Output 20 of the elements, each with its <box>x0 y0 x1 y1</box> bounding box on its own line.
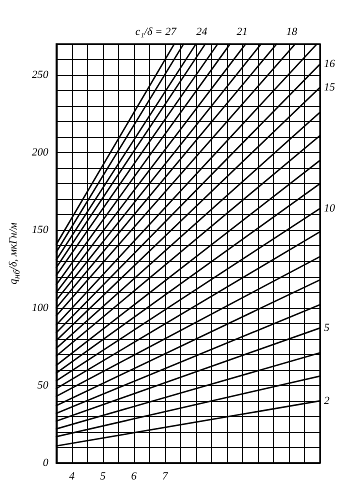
y-axis-title: qнб/δ, мкГн/м <box>8 222 22 284</box>
series-label: 10 <box>324 202 336 214</box>
series-label: 24 <box>196 26 208 38</box>
series-label: 18 <box>286 26 298 38</box>
y-tick-label: 100 <box>32 302 49 314</box>
series-label: 15 <box>324 81 336 94</box>
x-tick-label: 6 <box>131 470 138 482</box>
x-tick-label: 5 <box>100 470 106 482</box>
series-label: 21 <box>236 26 248 38</box>
series-label: c₁/δ = 27 <box>135 26 177 38</box>
series-label: 16 <box>324 58 336 70</box>
y-tick-label: 0 <box>42 457 49 469</box>
y-tick-label: 50 <box>37 379 49 392</box>
x-tick-label: 7 <box>162 470 168 482</box>
y-tick-label: 200 <box>32 146 49 159</box>
y-tick-label: 150 <box>32 224 49 236</box>
y-tick-label: 250 <box>32 69 49 82</box>
x-tick-label: 4 <box>69 470 76 482</box>
series-label: 2 <box>324 394 330 407</box>
series-label: 5 <box>324 322 330 334</box>
